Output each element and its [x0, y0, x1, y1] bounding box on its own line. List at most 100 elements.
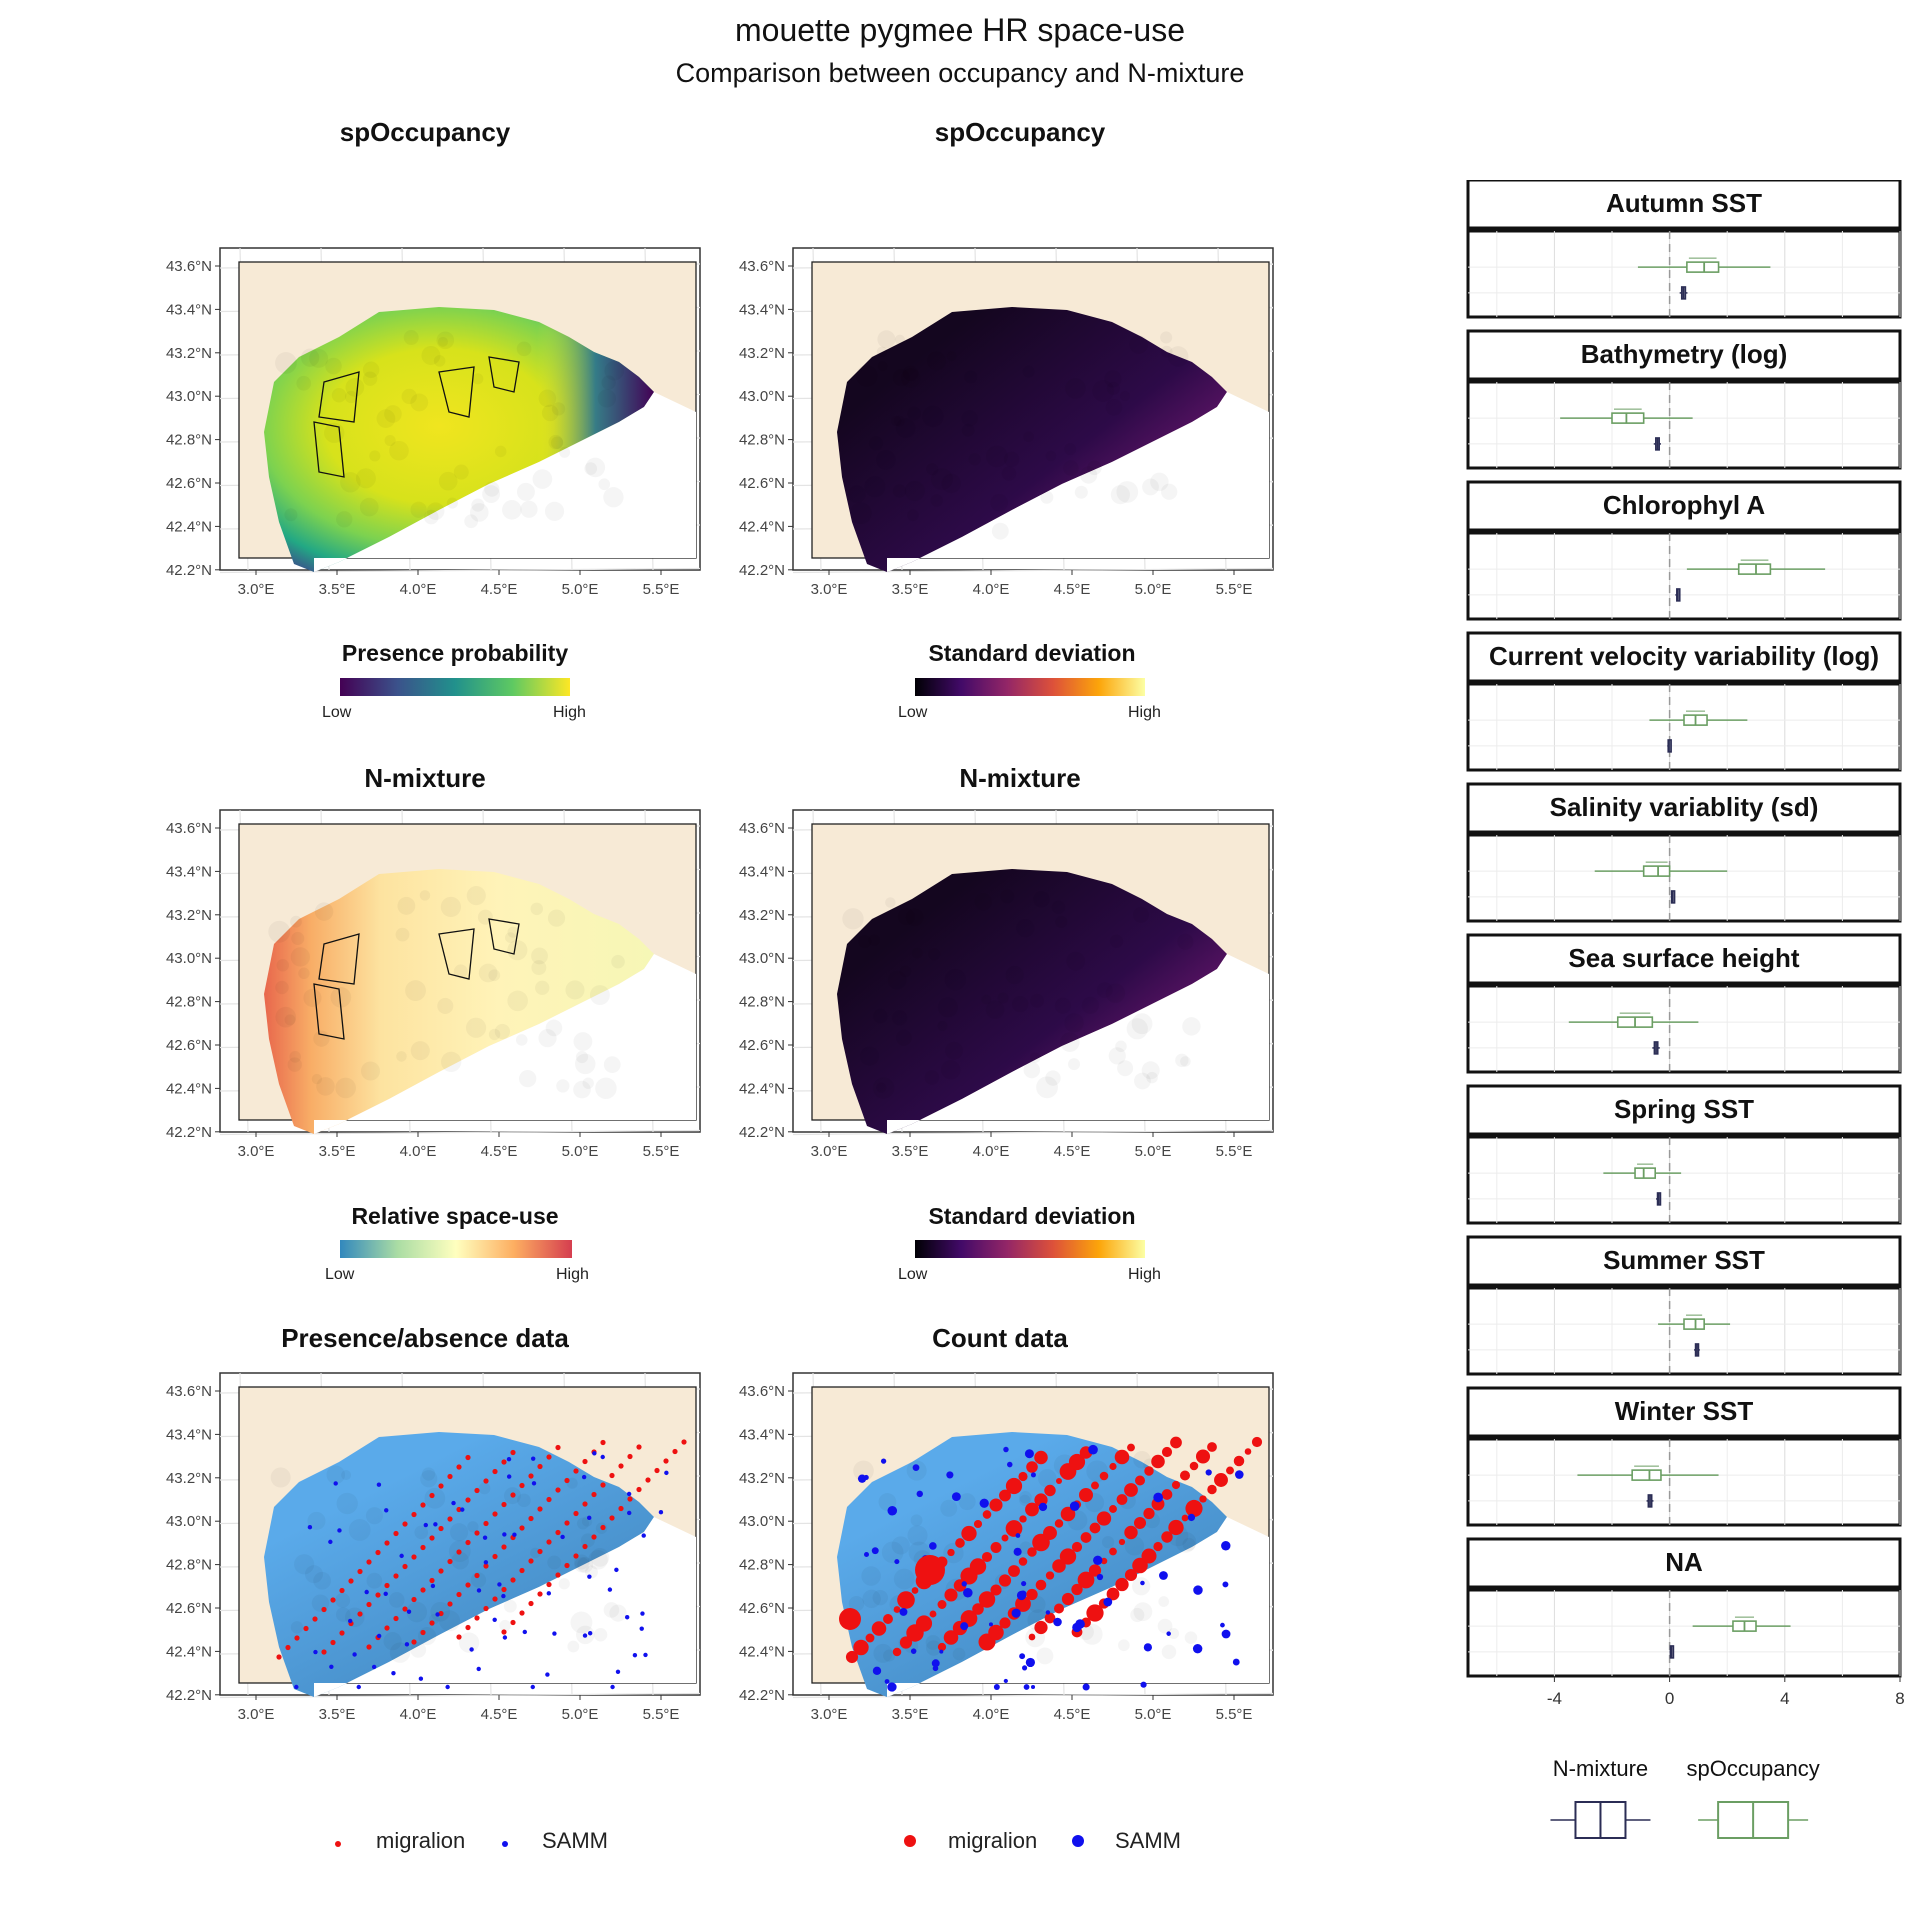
samm-point [643, 1652, 648, 1658]
facet-panel [1466, 1135, 1902, 1225]
legend1-title: Presence probability [341, 640, 569, 666]
study-area-fill [837, 1432, 1227, 1697]
lat-tick-label: 42.8°N [739, 994, 785, 1011]
samm-point [582, 1633, 588, 1638]
lon-tick-label: 5.5°E [1216, 1143, 1253, 1160]
facet-strip [1466, 1084, 1902, 1136]
lon-tick-label: 4.0°E [973, 1143, 1010, 1160]
migralion-point [501, 1459, 507, 1465]
samm-point [929, 1542, 937, 1550]
migralion-point [1061, 1592, 1075, 1606]
migralion-point [1060, 1506, 1076, 1522]
migralion-point [1168, 1519, 1184, 1536]
legend5-samm-label: SAMM [542, 1828, 608, 1853]
samm-point [469, 1647, 474, 1652]
wind-farm-zone-1 [318, 371, 360, 423]
migralion-point [510, 1577, 516, 1583]
migralion-point [447, 1558, 453, 1565]
samm-point [1030, 1472, 1036, 1478]
migralion-point [1001, 1534, 1009, 1542]
samm-point [1015, 1533, 1021, 1538]
migralion-point [411, 1639, 417, 1645]
samm-point [482, 1535, 488, 1540]
samm-point [1038, 1502, 1048, 1512]
migralion-point [1114, 1449, 1130, 1465]
migralion-point [915, 1555, 945, 1585]
samm-point [1021, 1581, 1027, 1587]
lon-tick-label: 5.0°E [1135, 1143, 1172, 1160]
samm-point [951, 1492, 961, 1502]
samm-point [939, 1649, 944, 1654]
migralion-point [937, 1600, 947, 1609]
samm-point [1220, 1622, 1225, 1628]
samm-point [857, 1474, 867, 1483]
samm-point [581, 1474, 587, 1480]
lon-tick-label: 4.0°E [400, 581, 437, 598]
migralion-point [627, 1496, 633, 1502]
lat-tick-label: 42.2°N [739, 1124, 785, 1141]
lat-tick-label: 43.4°N [739, 301, 785, 318]
migralion-point [582, 1543, 588, 1550]
lat-tick-label: 43.2°N [739, 1470, 785, 1487]
facet-label: Salinity variablity (sd) [1550, 792, 1819, 822]
migralion-point [969, 1558, 987, 1575]
samm-point [887, 1505, 898, 1516]
migralion-point [1207, 1442, 1217, 1452]
lon-tick-label: 3.0°E [811, 1706, 848, 1723]
migralion-point [955, 1538, 965, 1548]
migralion-point [1185, 1499, 1203, 1518]
facet-panel [1466, 1588, 1902, 1678]
legend1-high: High [553, 704, 586, 721]
samm-point [1159, 1571, 1168, 1580]
lon-tick-label: 4.5°E [481, 581, 518, 598]
migralion-point [465, 1497, 471, 1503]
samm-point [624, 1615, 630, 1620]
samm-point [337, 1528, 342, 1533]
migralion-point [564, 1520, 570, 1526]
migralion-point [1161, 1531, 1173, 1543]
samm-point [1016, 1590, 1027, 1601]
lat-tick-label: 42.8°N [166, 994, 212, 1011]
migralion-point [600, 1482, 606, 1488]
migralion-point [1068, 1453, 1086, 1471]
migralion-point [555, 1487, 561, 1493]
migralion-point [501, 1544, 507, 1550]
samm-point [1222, 1581, 1229, 1588]
lat-tick-label: 42.8°N [739, 1557, 785, 1574]
migralion-point [1055, 1477, 1063, 1485]
migralion-point [285, 1644, 291, 1651]
samm-point [963, 1587, 973, 1598]
migralion-point [627, 1453, 633, 1460]
facet-panel [1466, 229, 1902, 319]
samm-point [530, 1456, 536, 1461]
samm-point [641, 1533, 646, 1538]
migralion-point [1099, 1471, 1109, 1481]
migralion-point [501, 1586, 507, 1593]
facet-panel [1466, 984, 1902, 1074]
samm-point [632, 1652, 638, 1658]
lat-tick-label: 42.8°N [739, 432, 785, 449]
samm-point [497, 1582, 502, 1587]
migralion-point [420, 1629, 426, 1636]
migralion-point [429, 1577, 435, 1584]
migralion-point [1127, 1443, 1135, 1452]
occupancy-box [1611, 412, 1645, 424]
samm-point [399, 1553, 404, 1559]
samm-point [1072, 1622, 1082, 1633]
facet-10: NA [1466, 1537, 1902, 1678]
facet-panel [1466, 833, 1902, 923]
samm-point [871, 1547, 879, 1555]
migralion-point [456, 1549, 462, 1555]
migralion-point [937, 1642, 947, 1652]
migralion-point [555, 1529, 561, 1536]
lon-tick-label: 4.0°E [400, 1143, 437, 1160]
migralion-point [636, 1486, 642, 1493]
migralion-point [519, 1482, 525, 1489]
lat-tick-label: 43.4°N [166, 1426, 212, 1443]
migralion-point [420, 1502, 426, 1508]
migralion-point [1018, 1557, 1028, 1566]
open-sea [314, 392, 696, 572]
migralion-point [1189, 1461, 1199, 1471]
samm-point [1166, 1631, 1171, 1636]
lat-tick-label: 43.0°N [166, 950, 212, 967]
